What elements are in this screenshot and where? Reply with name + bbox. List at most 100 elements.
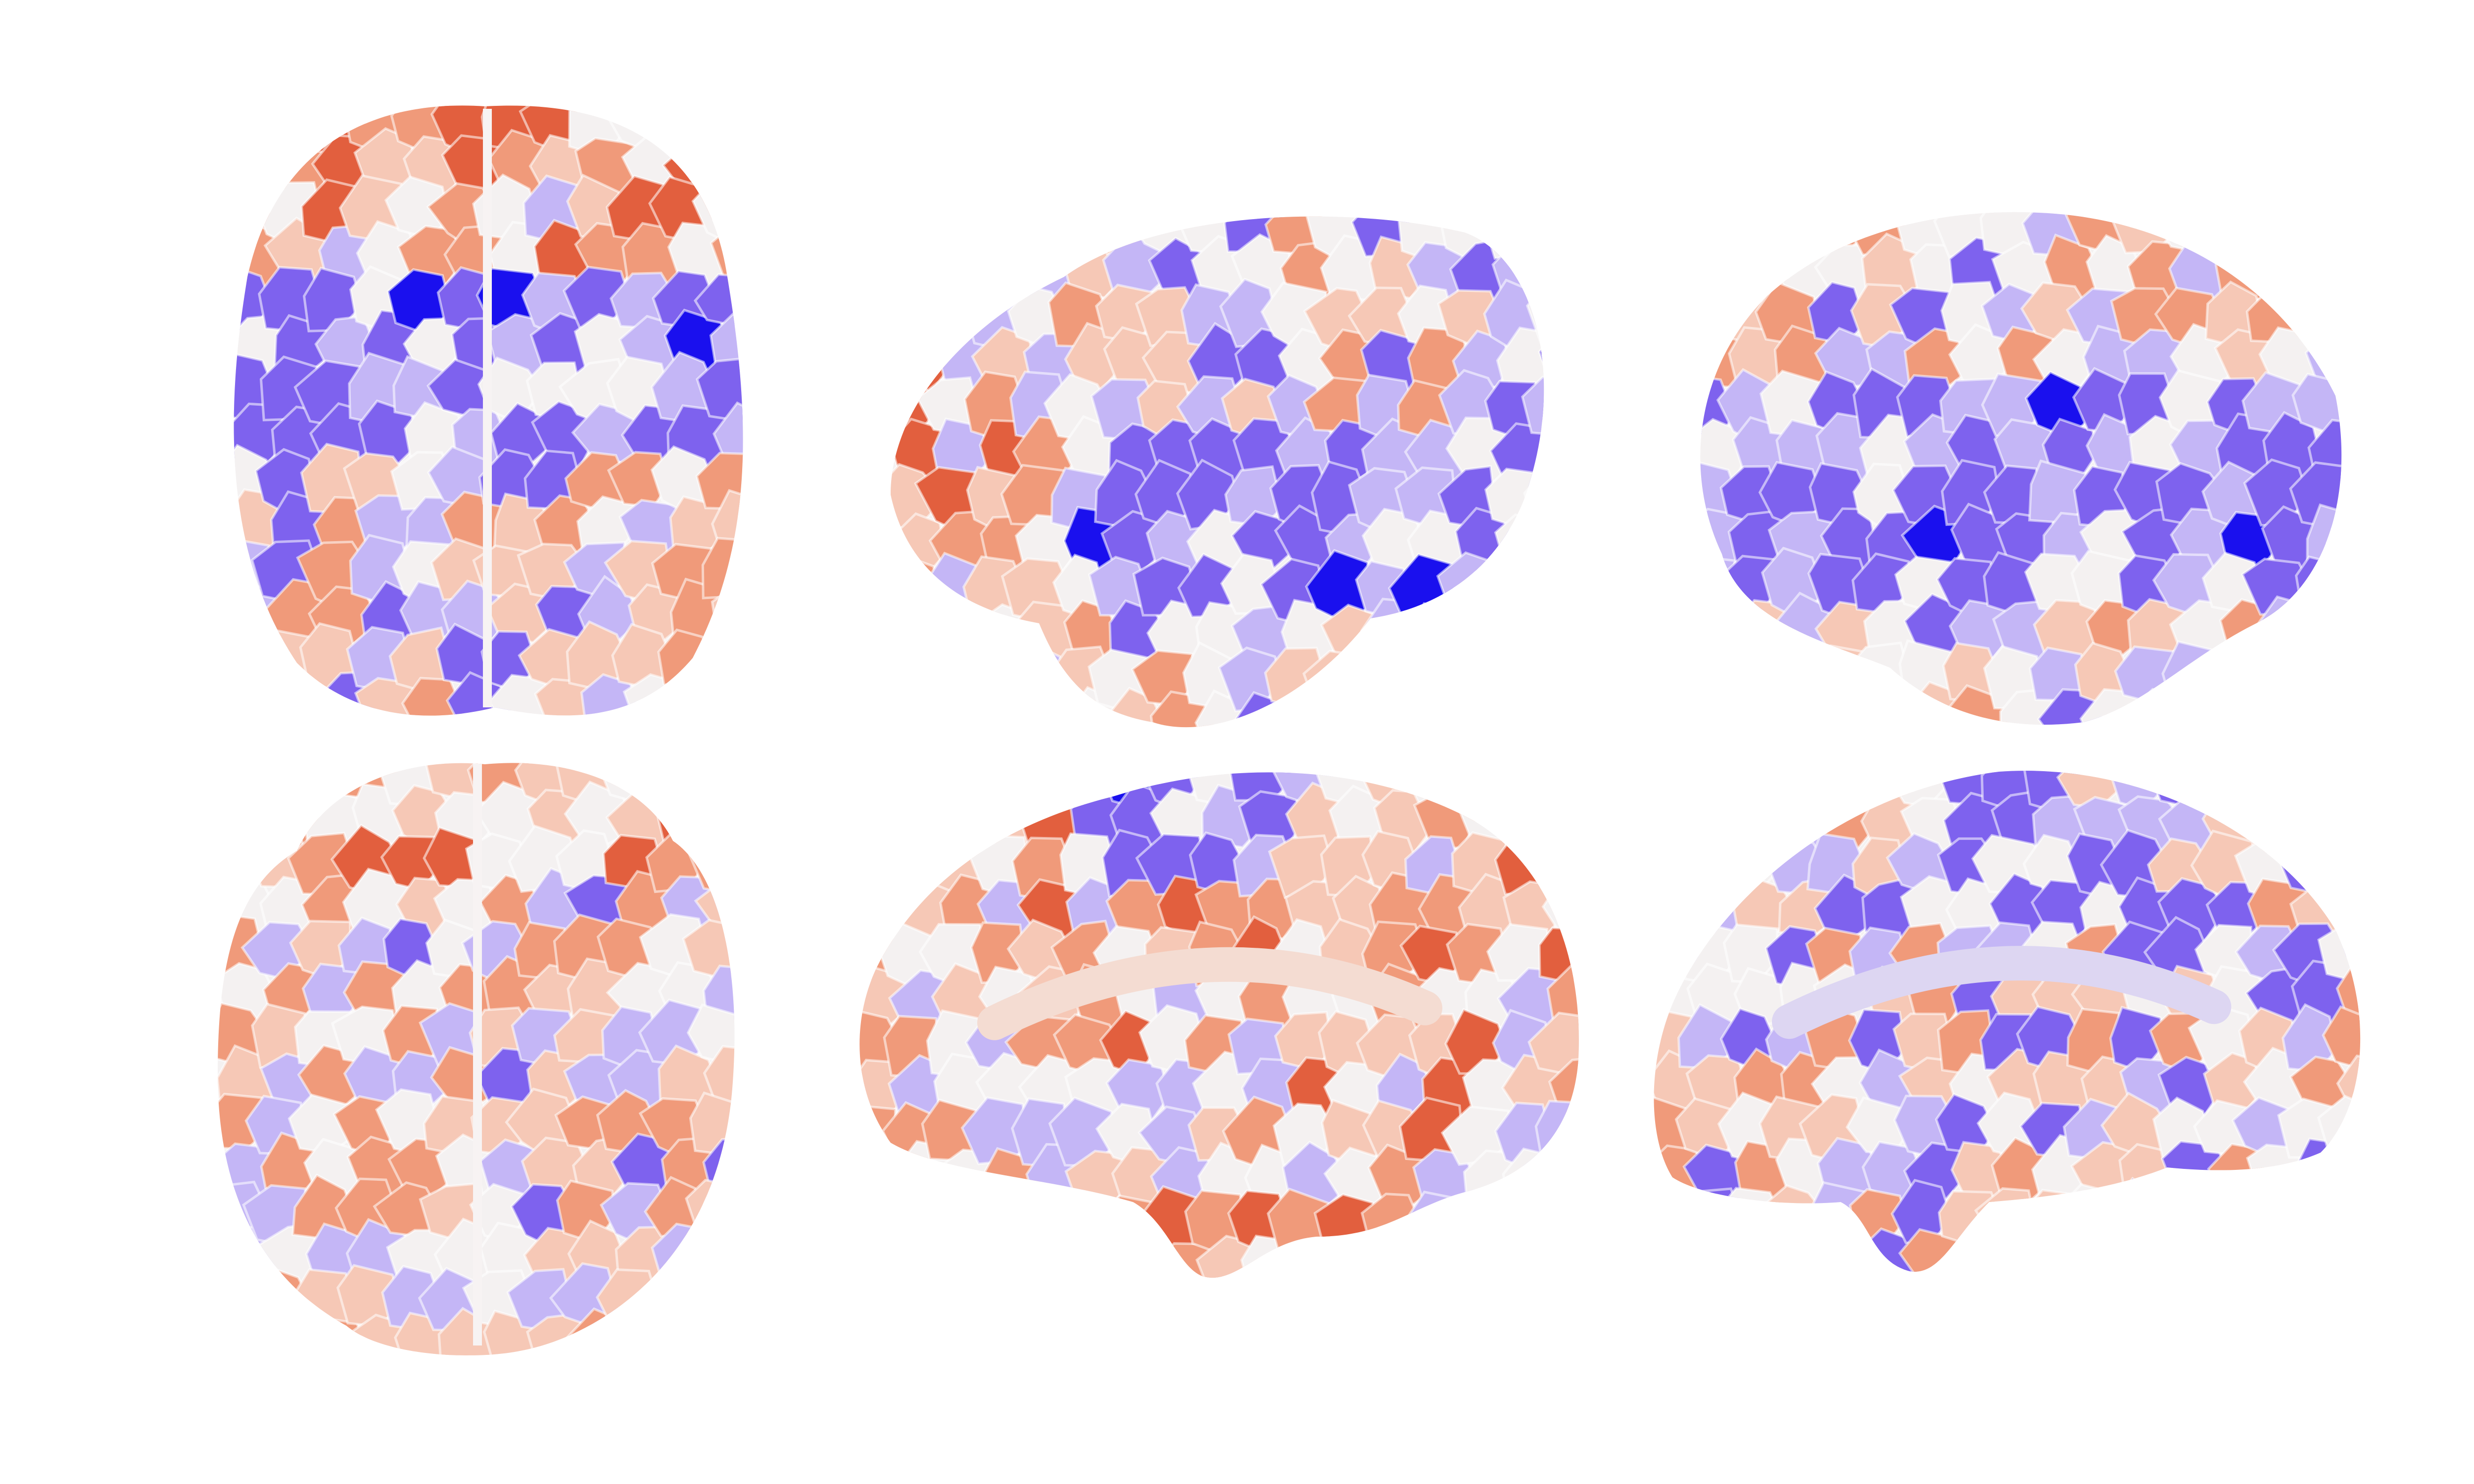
cortical-parcel — [961, 772, 1031, 810]
cortical-parcel — [712, 401, 743, 465]
cortical-parcel — [2131, 688, 2191, 725]
cortical-parcel — [927, 236, 992, 309]
cortical-parcel — [873, 829, 943, 893]
cortical-parcel — [2247, 1227, 2316, 1272]
cortical-parcel — [891, 641, 940, 718]
cortical-parcel — [647, 1268, 710, 1327]
cortical-parcel — [1484, 558, 1544, 626]
cortical-parcel — [859, 1142, 914, 1216]
cortical-parcel — [859, 772, 898, 807]
cortical-parcel — [1711, 212, 1776, 263]
cortical-parcel — [2244, 645, 2313, 704]
cortical-parcel — [1700, 240, 1752, 303]
cortical-parcel — [1726, 793, 1795, 848]
cortical-parcel — [1533, 772, 1579, 811]
cortical-parcel — [1654, 1224, 1709, 1272]
cortical-parcel — [1521, 375, 1544, 437]
cortical-parcel — [257, 105, 322, 148]
cortical-parcel — [1535, 238, 1544, 306]
cortical-parcel — [1808, 771, 1867, 812]
ventral-view-brain — [218, 763, 735, 1355]
cortical-parcel — [1053, 216, 1109, 263]
right-medial-view-brain — [1654, 771, 2361, 1272]
cortical-parcel — [247, 763, 315, 808]
cortical-parcel — [685, 1178, 735, 1245]
cortical-parcel — [2288, 287, 2342, 346]
cortical-parcel — [1393, 648, 1456, 714]
cortical-parcel — [2335, 878, 2361, 945]
cortical-parcel — [1654, 1187, 1700, 1248]
cortical-parcel — [1058, 1195, 1124, 1255]
cortical-parcel — [700, 788, 735, 851]
cortical-parcel — [1700, 212, 1741, 253]
cortical-parcel — [1433, 645, 1497, 715]
cortical-parcel — [2166, 688, 2233, 725]
cortical-parcel — [1654, 789, 1708, 861]
cortical-parcel — [859, 832, 898, 901]
left-medial-view-brain — [859, 772, 1579, 1278]
cortical-parcel — [930, 597, 995, 671]
cortical-parcel — [1494, 513, 1544, 576]
cortical-parcel — [1723, 771, 1782, 816]
cortical-parcel — [2277, 1183, 2346, 1248]
cortical-parcel — [878, 1188, 948, 1252]
cortical-parcel — [1700, 555, 1736, 614]
cortical-parcel — [859, 782, 910, 855]
cortical-parcel — [261, 1318, 325, 1355]
cortical-parcel — [667, 678, 733, 716]
cortical-parcel — [1676, 771, 1746, 816]
cortical-parcel — [643, 763, 712, 809]
cortical-parcel — [218, 831, 264, 894]
cortical-parcel — [2059, 1183, 2122, 1250]
cortical-parcel — [1734, 1231, 1793, 1272]
cortical-parcel — [1278, 692, 1347, 728]
cortical-parcel — [1538, 329, 1544, 396]
cortical-parcel — [1406, 1190, 1471, 1259]
cortical-parcel — [1240, 1234, 1305, 1278]
cortical-parcel — [2306, 691, 2342, 725]
cortical-parcel — [1700, 278, 1745, 353]
cortical-parcel — [1368, 688, 1433, 728]
cortical-parcel — [2145, 1185, 2215, 1246]
cortical-parcel — [891, 604, 949, 668]
cortical-parcel — [859, 1190, 902, 1256]
cortical-parcel — [1490, 772, 1554, 805]
cortical-parcel — [2332, 1141, 2361, 1201]
cortical-parcel — [920, 1193, 988, 1253]
cortical-parcel — [698, 1219, 735, 1287]
cortical-parcel — [1410, 602, 1474, 668]
cortical-parcel — [234, 669, 286, 716]
cortical-parcel — [709, 676, 743, 716]
cortical-parcel — [702, 964, 735, 1022]
cortical-parcel — [1818, 1228, 1878, 1272]
cortical-parcel — [1539, 603, 1544, 672]
corpus-callosum — [977, 947, 1442, 1040]
cortical-parcel — [1542, 413, 1544, 484]
cortical-parcel — [1109, 1237, 1178, 1278]
cortical-parcel — [2195, 771, 2263, 808]
cortical-parcel — [1654, 921, 1701, 981]
left-lateral-view-brain — [891, 216, 1544, 728]
cortical-parcel — [1507, 783, 1565, 854]
cortical-parcel — [2191, 1179, 2261, 1245]
cortical-parcel — [925, 772, 995, 809]
cortical-parcel — [1721, 645, 1779, 707]
cortical-parcel — [911, 643, 986, 709]
cortical-parcel — [1534, 1100, 1579, 1167]
cortical-parcel — [2107, 1176, 2166, 1242]
cortical-parcel — [1676, 1187, 1744, 1246]
cortical-parcel — [1813, 683, 1881, 725]
cortical-parcel — [1004, 216, 1069, 254]
cortical-parcel — [859, 880, 910, 939]
cortical-parcel — [1454, 1230, 1524, 1278]
corpus-callosum — [1772, 946, 2232, 1039]
cortical-parcel — [926, 690, 998, 728]
cortical-parcel — [2161, 640, 2228, 712]
cortical-parcel — [2335, 1230, 2361, 1272]
right-lateral-view-brain — [1700, 212, 2342, 725]
cortical-parcel — [218, 1271, 264, 1335]
cortical-parcel — [2318, 771, 2361, 815]
cortical-parcel — [2024, 1189, 2081, 1245]
cortical-parcel — [1492, 1189, 1552, 1257]
cortical-parcel — [1352, 643, 1415, 708]
